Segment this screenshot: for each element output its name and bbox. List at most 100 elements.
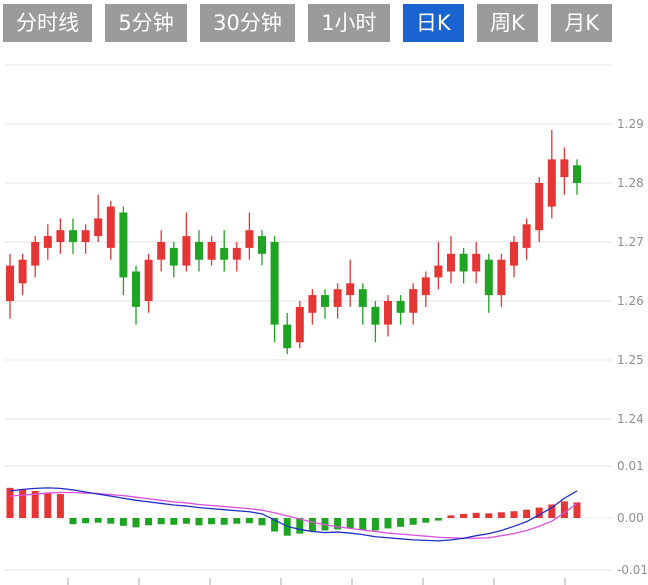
macd-bar [107, 518, 115, 524]
macd-bar [472, 512, 480, 518]
candle-body [472, 253, 481, 272]
candle-body [43, 236, 52, 248]
candle-body [232, 247, 241, 260]
candle-body [169, 247, 178, 266]
macd-bar [44, 492, 52, 518]
candle-body [119, 212, 128, 278]
candle-body [182, 236, 191, 266]
candle-body [81, 230, 90, 242]
candle-body [308, 295, 317, 313]
macd-bar [485, 513, 493, 518]
candle-body [484, 259, 493, 296]
macd-bar [208, 518, 216, 525]
tab-1hour[interactable]: 1小时 [308, 4, 390, 42]
macd-bar [308, 518, 316, 532]
macd-bar [573, 502, 581, 518]
candle-body [283, 324, 292, 349]
candle-body [132, 271, 140, 307]
dif-line [9, 487, 578, 542]
macd-bar [94, 518, 102, 523]
candle-body [409, 289, 418, 313]
macd-bar [19, 489, 27, 518]
candle-body [447, 253, 455, 272]
tab-daily-k[interactable]: 日K [402, 4, 464, 42]
macd-bar [535, 507, 543, 518]
candle-body [270, 242, 279, 325]
candle-body [535, 183, 544, 231]
price-tick-label: 1.24 [617, 412, 644, 426]
candle-body [510, 242, 518, 266]
candle-body [333, 289, 342, 307]
macd-bar [548, 504, 556, 518]
macd-bar [397, 518, 405, 527]
macd-bar [434, 518, 442, 521]
macd-tick-label: 0.01 [617, 459, 644, 473]
price-tick-label: 1.26 [617, 294, 644, 308]
candle-body [245, 230, 254, 248]
macd-bar [460, 513, 468, 518]
candle-body [157, 242, 166, 260]
candle-body [522, 224, 531, 248]
macd-bar [258, 518, 266, 526]
macd-bar [195, 518, 203, 526]
candle-body [295, 306, 304, 343]
price-tick-label: 1.29 [617, 117, 644, 131]
tab-weekly-k[interactable]: 周K [477, 4, 538, 42]
candle-body [384, 301, 392, 325]
candle-body [560, 159, 569, 178]
tab-time-share[interactable]: 分时线 [3, 4, 92, 42]
price-tick-label: 1.28 [617, 176, 644, 190]
macd-bar [170, 518, 178, 525]
macd-bar [422, 518, 430, 523]
candle-body [459, 253, 468, 272]
candlesticks [6, 129, 581, 355]
macd-bar [245, 518, 253, 524]
axis-labels: 1.29 1.28 1.27 1.26 1.25 1.24 0.01 0.00 -0.01 [617, 117, 648, 577]
macd-bar [346, 518, 354, 529]
macd-bar [6, 487, 14, 518]
dea-line [9, 491, 578, 539]
candle-body [144, 259, 153, 301]
candle-body [94, 218, 103, 237]
candle-body [358, 289, 367, 307]
candle-body [18, 259, 27, 284]
macd-bar [371, 518, 379, 531]
candle-body [497, 259, 506, 296]
candle-body [434, 265, 443, 278]
tab-5min[interactable]: 5分钟 [105, 4, 187, 42]
macd-bar [409, 518, 417, 525]
candle-body [195, 242, 203, 260]
candle-body [346, 283, 355, 296]
macd-bar [447, 515, 455, 518]
macd-bar [523, 509, 531, 518]
macd-tick-label: -0.01 [617, 563, 648, 577]
candle-body [547, 159, 556, 207]
candle-body [321, 295, 329, 307]
candle-body [207, 242, 216, 260]
macd-bar [119, 518, 127, 526]
candle-body [396, 301, 405, 313]
candle-body [56, 230, 65, 242]
candle-body [258, 236, 266, 254]
tab-30min[interactable]: 30分钟 [200, 4, 295, 42]
macd-bar [182, 518, 190, 524]
tab-monthly-k[interactable]: 月K [551, 4, 612, 42]
x-axis-ticks [67, 578, 566, 585]
candle-body [421, 277, 430, 296]
macd-bar [560, 501, 568, 518]
price-tick-label: 1.25 [617, 353, 644, 367]
macd-tick-label: 0.00 [617, 511, 644, 525]
price-tick-label: 1.27 [617, 235, 644, 249]
macd-bar [296, 518, 304, 534]
macd-bar [31, 490, 39, 518]
macd-bar [384, 518, 392, 529]
candle-body [6, 265, 14, 301]
candle-body [69, 230, 77, 242]
macd-bar [220, 518, 228, 525]
candle-body [371, 306, 380, 325]
macd-bar [82, 518, 90, 524]
macd-bar [157, 518, 165, 525]
candle-body [573, 165, 581, 183]
